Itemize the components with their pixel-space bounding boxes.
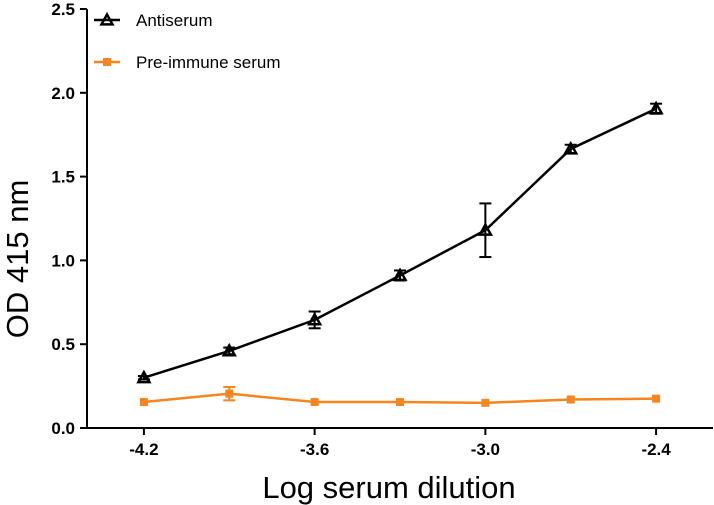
axes: 0.0 0.5 1.0 1.5 2.0 2.5 -4.2 -3.6 -3.0 -2.4 — [51, 0, 713, 459]
data-point — [392, 267, 408, 282]
y-tick-label: 1.5 — [51, 168, 75, 187]
x-tick-label: -3.6 — [300, 440, 329, 459]
data-point — [396, 398, 404, 407]
legend-label: Antiserum — [136, 11, 213, 30]
data-point — [139, 398, 148, 407]
data-point — [563, 140, 579, 155]
series-pre-immune-serum — [139, 385, 661, 407]
y-tick-label: 1.0 — [51, 251, 75, 270]
x-tick-label: -2.4 — [641, 440, 671, 459]
legend: Antiserum Pre-immune serum — [94, 11, 281, 72]
x-axis-title: Log serum dilution — [262, 470, 515, 505]
legend-item: Pre-immune serum — [94, 53, 281, 72]
y-tick-label: 2.0 — [51, 84, 75, 103]
series-antiserum — [136, 100, 664, 384]
y-tick-label: 0.5 — [51, 335, 75, 354]
data-point — [225, 389, 234, 398]
data-point — [481, 398, 490, 407]
x-tick-label: -3.0 — [471, 440, 500, 459]
legend-label: Pre-immune serum — [136, 53, 281, 72]
series-line — [143, 107, 657, 379]
data-point — [310, 398, 319, 407]
data-point — [221, 342, 237, 357]
data-point — [307, 311, 323, 326]
data-point — [648, 100, 664, 115]
legend-marker — [99, 11, 115, 26]
data-point — [652, 394, 661, 403]
legend-item: Antiserum — [94, 11, 213, 30]
series-layer — [136, 100, 664, 407]
y-axis-title: OD 415 nm — [0, 180, 35, 339]
y-tick-label: 2.5 — [51, 0, 75, 19]
y-tick-label: 0.0 — [51, 419, 75, 438]
data-point — [566, 395, 575, 404]
legend-marker — [103, 58, 111, 66]
data-point — [136, 369, 152, 384]
x-tick-label: -4.2 — [129, 440, 158, 459]
data-point — [477, 222, 493, 236]
